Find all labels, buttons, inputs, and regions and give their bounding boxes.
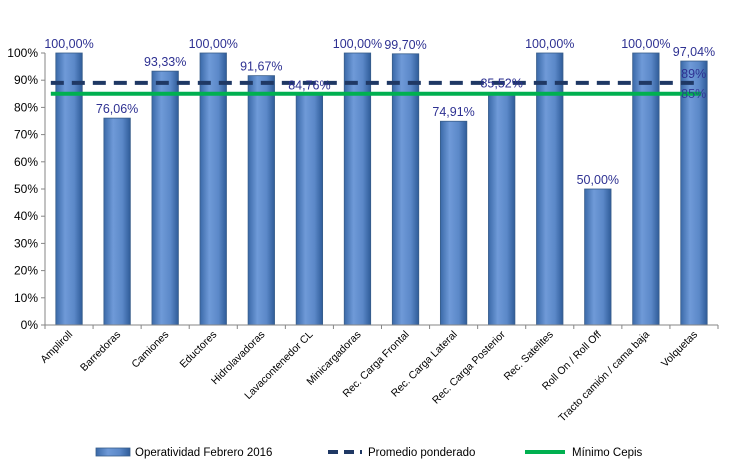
bar xyxy=(151,70,179,326)
bar-data-label: 99,70% xyxy=(384,38,426,52)
legend-label-promedio: Promedio ponderado xyxy=(368,447,475,459)
bar-data-label: 100,00% xyxy=(525,37,574,51)
y-axis: 0% 10% 20% 30% 40% 50% 60% 70% 80% 90% 100% xyxy=(7,46,46,332)
data-labels: 100,00%76,06%93,33%100,00%91,67%84,76%10… xyxy=(44,37,715,187)
bar-data-label: 100,00% xyxy=(189,37,238,51)
y-tick-label: 40% xyxy=(14,209,38,223)
bar xyxy=(103,117,131,326)
minimo-cepis-label: 85% xyxy=(681,87,706,101)
legend-label-operatividad: Operatividad Febrero 2016 xyxy=(135,447,272,459)
bar-data-label: 50,00% xyxy=(577,173,619,187)
legend-swatch-operatividad xyxy=(95,447,131,457)
x-category-label: Barredoras xyxy=(78,329,123,374)
legend-label-minimo: Mínimo Cepis xyxy=(572,447,643,459)
bar xyxy=(584,188,612,326)
x-axis: Ampliroll Barredoras Camiones EductoresHidr… xyxy=(38,324,719,425)
y-tick-label: 80% xyxy=(14,100,38,114)
reference-lines xyxy=(50,80,702,96)
bar-data-label: 85,52% xyxy=(480,76,522,90)
y-tick-label: 30% xyxy=(14,236,38,250)
y-tick-label: 70% xyxy=(14,128,38,142)
x-category-label: Rec. Satelites xyxy=(502,329,556,383)
y-tick-label: 60% xyxy=(14,155,38,169)
bar xyxy=(439,120,468,326)
bar-data-label: 93,33% xyxy=(144,55,186,69)
bar xyxy=(343,52,372,326)
bars xyxy=(55,52,708,326)
y-tick-label: 90% xyxy=(14,73,38,87)
y-tick-label: 100% xyxy=(7,46,38,60)
bar-data-label: 91,67% xyxy=(240,60,282,74)
bar xyxy=(488,91,516,326)
bar-data-label: 100,00% xyxy=(44,37,93,51)
y-tick-label: 0% xyxy=(21,318,39,332)
bar xyxy=(199,52,227,326)
x-category-label: Tracto camión / cama baja xyxy=(556,329,652,425)
y-tick-label: 20% xyxy=(14,264,38,278)
bar-data-label: 100,00% xyxy=(333,37,382,51)
bar xyxy=(391,53,420,326)
bar xyxy=(55,52,83,326)
bar xyxy=(295,94,324,326)
y-tick-label: 50% xyxy=(14,182,38,196)
x-category-label: Volquetas xyxy=(659,329,700,370)
x-category-label: Ampliroll xyxy=(38,329,75,366)
y-tick-label: 10% xyxy=(14,291,38,305)
bar-data-label: 76,06% xyxy=(96,102,138,116)
bar xyxy=(536,52,564,326)
promedio-ponderado-label: 89% xyxy=(681,67,706,81)
x-category-label: Camiones xyxy=(129,329,171,371)
bar-data-label: 74,91% xyxy=(432,105,474,119)
bar-data-label: 97,04% xyxy=(673,45,715,59)
bar-data-label: 84,76% xyxy=(288,78,330,92)
x-category-label: Eductores xyxy=(177,329,219,371)
bar xyxy=(247,75,275,326)
legend: Operatividad Febrero 2016 Promedio ponde… xyxy=(95,447,643,459)
bar-data-label: 100,00% xyxy=(621,37,670,51)
